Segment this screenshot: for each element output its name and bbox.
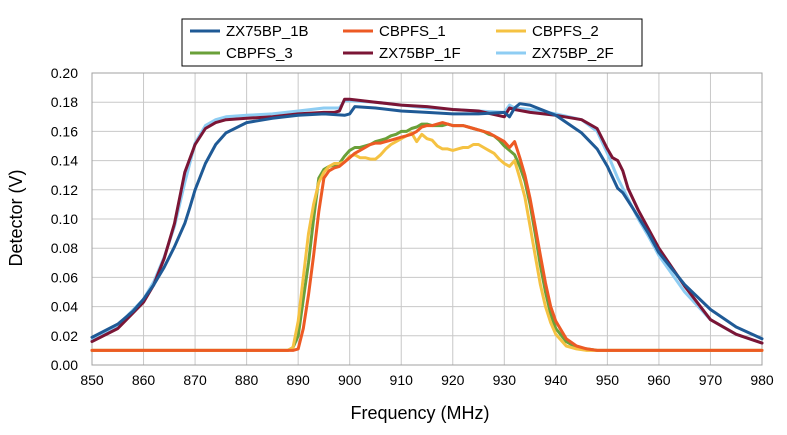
- x-tick-label: 880: [235, 372, 259, 388]
- x-tick-label: 870: [183, 372, 207, 388]
- legend-label: CBPFS_3: [226, 45, 293, 62]
- y-tick-label: 0.06: [51, 269, 78, 285]
- legend-item-cbpfs-3: CBPFS_3: [190, 45, 293, 62]
- y-tick-label: 0.18: [51, 94, 78, 110]
- x-tick-label: 950: [596, 372, 620, 388]
- series-lines: [90, 97, 764, 352]
- legend-label: CBPFS_2: [532, 23, 599, 40]
- x-tick-label: 970: [699, 372, 723, 388]
- series-line-zx75bp-1b: [90, 102, 764, 341]
- legend-label: CBPFS_1: [379, 23, 446, 40]
- plot-area-border: [91, 72, 763, 366]
- series-line-cbpfs-1: [90, 121, 764, 352]
- x-tick-label: 900: [338, 372, 362, 388]
- legend-item-cbpfs-2: CBPFS_2: [496, 23, 599, 40]
- x-tick-label: 940: [544, 372, 568, 388]
- x-tick-label: 960: [647, 372, 671, 388]
- y-tick-label: 0.08: [51, 240, 78, 256]
- legend-item-cbpfs-1: CBPFS_1: [343, 23, 446, 40]
- series-line-zx75bp-1f: [90, 97, 764, 345]
- legend-item-zx75bp-1f: ZX75BP_1F: [343, 45, 461, 62]
- y-tick-label: 0.02: [51, 328, 78, 344]
- legend-item-zx75bp-1b: ZX75BP_1B: [190, 23, 309, 40]
- x-tick-label: 920: [441, 372, 465, 388]
- x-tick-label: 980: [750, 372, 774, 388]
- legend-label: ZX75BP_1F: [379, 45, 461, 62]
- x-axis-title: Frequency (MHz): [350, 403, 489, 423]
- y-tick-label: 0.14: [51, 153, 78, 169]
- y-tick-label: 0.10: [51, 211, 78, 227]
- series-line-cbpfs-2: [90, 131, 764, 352]
- y-tick-label: 0.00: [51, 357, 78, 373]
- x-tick-label: 890: [286, 372, 310, 388]
- legend: ZX75BP_1B CBPFS_1 CBPFS_2 CBPFS_3 ZX75BP_1F Z…: [181, 18, 643, 67]
- legend-label: ZX75BP_1B: [226, 23, 309, 40]
- y-tick-label: 0.04: [51, 299, 78, 315]
- tick-labels: 850 860 870 880 890 900 910 920 930 940 950 960 970 9…: [51, 65, 774, 388]
- legend-item-zx75bp-2f: ZX75BP_2F: [496, 45, 614, 62]
- x-tick-label: 930: [493, 372, 517, 388]
- y-tick-label: 0.12: [51, 182, 78, 198]
- x-tick-label: 860: [132, 372, 156, 388]
- legend-box: [181, 18, 643, 67]
- y-tick-label: 0.16: [51, 123, 78, 139]
- y-tick-label: 0.20: [51, 65, 78, 81]
- legend-items: ZX75BP_1B CBPFS_1 CBPFS_2 CBPFS_3 ZX75BP_1F Z…: [190, 23, 614, 62]
- x-tick-label: 850: [80, 372, 104, 388]
- legend-label: ZX75BP_2F: [532, 45, 614, 62]
- y-axis-title: Detector (V): [6, 169, 26, 266]
- grid: [91, 72, 763, 366]
- x-tick-label: 910: [390, 372, 414, 388]
